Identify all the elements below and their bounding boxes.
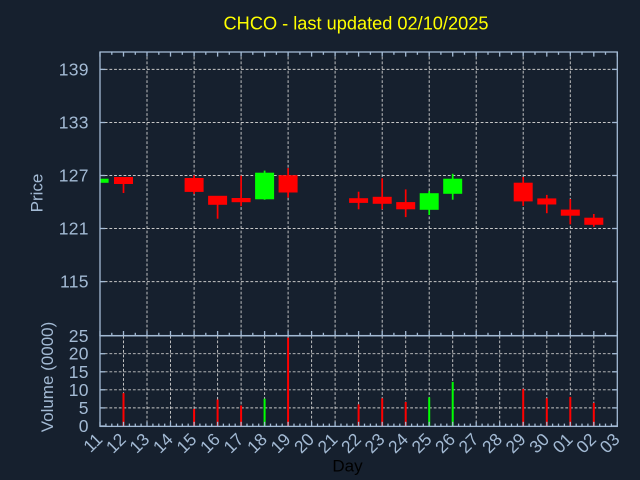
svg-text:5: 5	[79, 398, 89, 418]
svg-text:139: 139	[59, 59, 89, 79]
svg-text:115: 115	[60, 272, 89, 292]
svg-text:10: 10	[69, 380, 89, 400]
svg-text:15: 15	[69, 362, 89, 382]
svg-text:Price: Price	[28, 174, 47, 213]
svg-text:127: 127	[59, 166, 89, 186]
svg-text:121: 121	[59, 219, 89, 239]
svg-text:20: 20	[69, 344, 89, 364]
svg-text:Volume (0000): Volume (0000)	[38, 322, 57, 433]
svg-text:25: 25	[69, 326, 89, 346]
svg-text:CHCO - last updated 02/10/2025: CHCO - last updated 02/10/2025	[224, 14, 489, 34]
svg-text:Day: Day	[332, 457, 363, 476]
svg-text:0: 0	[79, 416, 89, 436]
svg-text:133: 133	[59, 113, 89, 133]
